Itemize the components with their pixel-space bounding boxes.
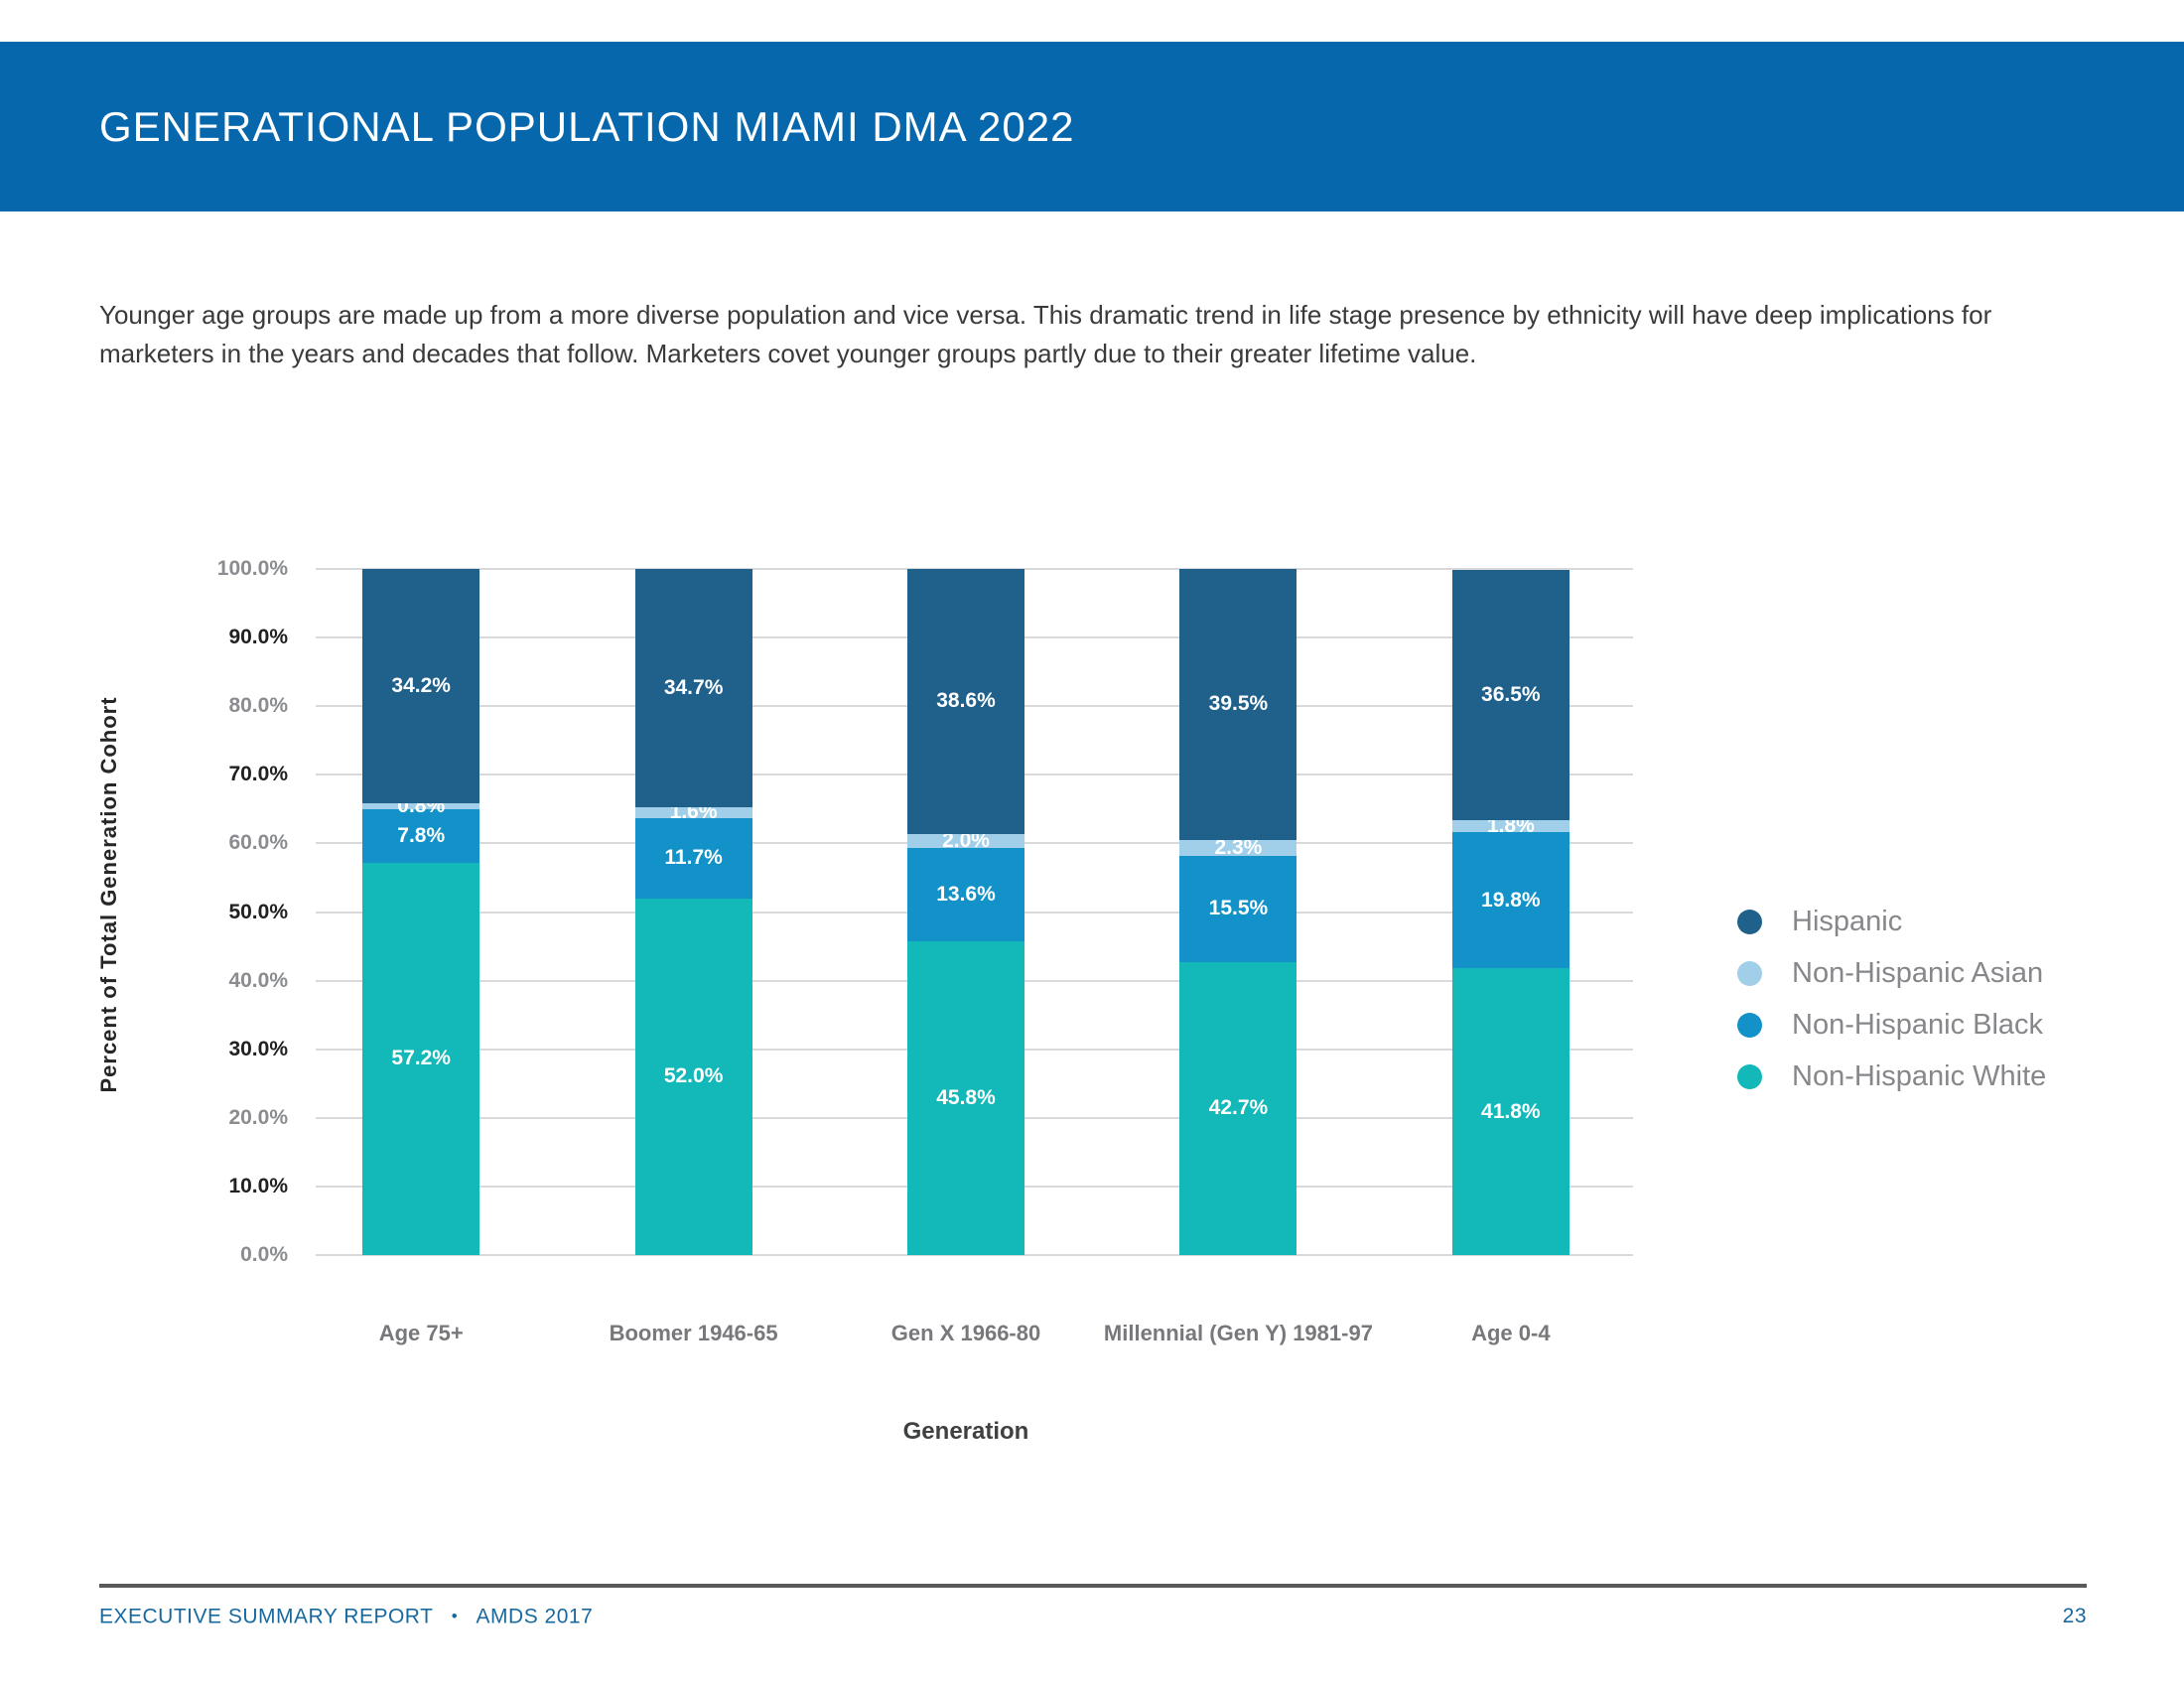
gridline <box>316 1254 1633 1256</box>
y-tick-label: 20.0% <box>228 1105 288 1129</box>
legend-item: Hispanic <box>1737 896 2046 947</box>
legend-label: Non-Hispanic Black <box>1792 1008 2044 1041</box>
segment-value-label: 45.8% <box>936 1085 996 1109</box>
stacked-bar: 45.8% 13.6% 2.0% 38.6% <box>907 569 1025 1255</box>
legend-marker-icon <box>1737 960 1762 986</box>
segment-non-hispanic-black <box>907 847 1025 941</box>
segment-value-label: 42.7% <box>1208 1096 1269 1120</box>
segment-value-label: 34.2% <box>391 674 451 698</box>
segment-non-hispanic-white <box>907 940 1025 1255</box>
x-tick-label: Boomer 1946-65 <box>609 1321 778 1345</box>
footer-row: EXECUTIVE SUMMARY REPORT • AMDS 2017 23 <box>99 1605 2087 1628</box>
segment-value-label: 19.8% <box>1481 888 1541 912</box>
x-tick-label: Age 75+ <box>378 1321 464 1345</box>
intro-paragraph: Younger age groups are made up from a mo… <box>99 300 1992 368</box>
x-tick-label: Millennial (Gen Y) 1981-97 <box>1103 1321 1373 1345</box>
segment-non-hispanic-white <box>634 898 752 1255</box>
y-tick-label: 50.0% <box>228 900 288 923</box>
x-axis-title: Generation <box>902 1418 1029 1445</box>
chart-legend: Hispanic Non-Hispanic Asian Non-Hispanic B… <box>1737 896 2046 1102</box>
segment-value-label: 2.3% <box>1214 835 1263 859</box>
bar-slot: 57.2% 7.8% 0.8% 34.2% <box>285 569 557 1255</box>
stacked-bar: 52.0% 11.7% 1.6% 34.7% <box>634 569 752 1255</box>
page-title: GENERATIONAL POPULATION MIAMI DMA 2022 <box>99 102 1075 150</box>
segment-value-label: 36.5% <box>1481 682 1541 706</box>
bar-slot: 41.8% 19.8% 1.8% 36.5% <box>1375 569 1647 1255</box>
segment-non-hispanic-asian <box>1451 819 1570 833</box>
segment-non-hispanic-black <box>1179 855 1297 962</box>
segment-value-label: 13.6% <box>936 882 996 906</box>
legend-marker-icon <box>1737 909 1762 934</box>
segment-hispanic <box>362 569 480 804</box>
segment-non-hispanic-black <box>634 817 752 899</box>
segment-non-hispanic-asian <box>1179 839 1297 856</box>
segment-value-label: 38.6% <box>936 689 996 713</box>
y-tick-label: 0.0% <box>240 1243 288 1266</box>
bar-series-area: 57.2% 7.8% 0.8% 34.2% 52.0% 11.7% 1.6% 34.7% 45.… <box>285 569 1647 1255</box>
segment-non-hispanic-asian <box>362 803 480 809</box>
segment-hispanic <box>634 569 752 807</box>
segment-value-label: 57.2% <box>391 1047 451 1070</box>
x-tick-label: Gen X 1966-80 <box>890 1321 1041 1345</box>
legend-label: Non-Hispanic Asian <box>1792 956 2044 989</box>
footer-report-label: EXECUTIVE SUMMARY REPORT • AMDS 2017 <box>99 1605 593 1628</box>
footer-edition: AMDS 2017 <box>476 1605 594 1628</box>
stacked-bar: 57.2% 7.8% 0.8% 34.2% <box>362 569 480 1255</box>
segment-value-label: 15.5% <box>1208 897 1269 920</box>
footer-report-name: EXECUTIVE SUMMARY REPORT <box>99 1605 434 1628</box>
y-tick-label: 30.0% <box>228 1037 288 1060</box>
segment-non-hispanic-black <box>1451 832 1570 969</box>
segment-non-hispanic-black <box>362 808 480 863</box>
legend-marker-icon <box>1737 1063 1762 1089</box>
y-tick-label: 60.0% <box>228 831 288 855</box>
header-band: GENERATIONAL POPULATION MIAMI DMA 2022 <box>0 42 2184 211</box>
segment-value-label: 34.7% <box>663 675 724 699</box>
y-tick-label: 40.0% <box>228 968 288 992</box>
segment-non-hispanic-white <box>362 862 480 1255</box>
segment-non-hispanic-white <box>1451 968 1570 1255</box>
segment-value-label: 41.8% <box>1481 1099 1541 1123</box>
bullet-separator: • <box>451 1607 459 1626</box>
legend-item: Non-Hispanic Asian <box>1737 947 2046 999</box>
bar-slot: 52.0% 11.7% 1.6% 34.7% <box>557 569 829 1255</box>
segment-value-label: 7.8% <box>397 823 446 847</box>
gridline <box>316 568 1633 570</box>
segment-value-label: 11.7% <box>664 846 723 870</box>
legend-marker-icon <box>1737 1012 1762 1038</box>
segment-non-hispanic-asian <box>634 806 752 818</box>
bar-slot: 42.7% 15.5% 2.3% 39.5% <box>1102 569 1374 1255</box>
legend-item: Non-Hispanic White <box>1737 1051 2046 1102</box>
stacked-bar: 41.8% 19.8% 1.8% 36.5% <box>1451 569 1570 1255</box>
segment-hispanic <box>1179 569 1297 840</box>
page-number: 23 <box>2062 1605 2087 1628</box>
y-tick-label: 10.0% <box>228 1174 288 1197</box>
segment-value-label: 52.0% <box>663 1064 724 1088</box>
y-axis-title: Percent of Total Generation Cohort <box>96 696 121 1093</box>
legend-label: Hispanic <box>1792 905 1903 937</box>
bar-slot: 45.8% 13.6% 2.0% 38.6% <box>830 569 1102 1255</box>
x-tick-label: Age 0-4 <box>1471 1321 1551 1345</box>
y-tick-label: 80.0% <box>228 694 288 718</box>
y-tick-label: 70.0% <box>228 763 288 786</box>
y-tick-label: 100.0% <box>216 557 288 580</box>
legend-item: Non-Hispanic Black <box>1737 999 2046 1051</box>
plot-area: 57.2% 7.8% 0.8% 34.2% 52.0% 11.7% 1.6% 34.7% 45.… <box>316 568 1633 1256</box>
segment-value-label: 2.0% <box>942 828 990 852</box>
footer-rule <box>99 1584 2087 1588</box>
segment-non-hispanic-asian <box>907 833 1025 848</box>
segment-hispanic <box>1451 569 1570 820</box>
legend-label: Non-Hispanic White <box>1792 1059 2047 1092</box>
segment-value-label: 39.5% <box>1208 692 1269 716</box>
stacked-bar: 42.7% 15.5% 2.3% 39.5% <box>1179 569 1297 1255</box>
x-axis-tick-labels: Age 75+ Boomer 1946-65 Gen X 1966-80 Millen… <box>285 1321 1647 1346</box>
y-tick-label: 90.0% <box>228 626 288 649</box>
segment-hispanic <box>907 569 1025 834</box>
segment-non-hispanic-white <box>1179 961 1297 1255</box>
